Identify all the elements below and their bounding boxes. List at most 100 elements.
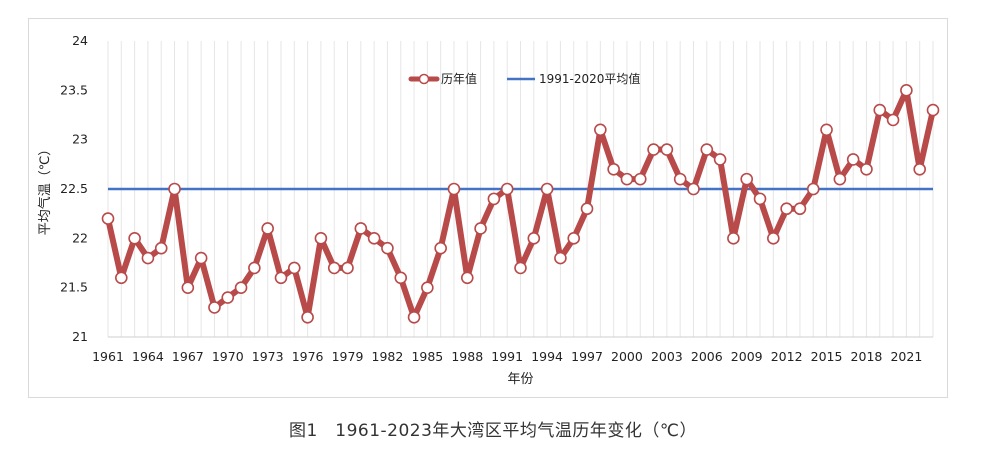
data-point — [633, 172, 647, 186]
data-point — [886, 113, 900, 127]
data-point — [487, 192, 501, 206]
y-tick-label: 21.5 — [60, 280, 88, 295]
x-tick-label: 2000 — [611, 349, 643, 364]
data-point — [567, 232, 581, 245]
x-tick-label: 2021 — [890, 349, 922, 364]
data-point — [594, 123, 607, 137]
data-point — [620, 172, 634, 186]
data-point — [527, 232, 541, 245]
data-point — [806, 182, 820, 196]
y-tick-label: 22.5 — [60, 181, 88, 196]
data-point — [367, 232, 381, 245]
x-tick-label: 1994 — [531, 349, 563, 364]
x-tick-label: 1967 — [172, 349, 204, 364]
data-point — [194, 251, 208, 265]
data-point — [820, 123, 833, 137]
legend-label-annual: 历年值 — [441, 71, 477, 86]
data-point — [913, 162, 926, 176]
data-point — [926, 103, 940, 117]
x-tick-label: 1997 — [571, 349, 603, 364]
y-tick-label: 23.5 — [60, 82, 88, 97]
y-tick-label: 22 — [72, 230, 88, 245]
figure-caption: 图1 1961-2023年大湾区平均气温历年变化（℃） — [288, 421, 698, 441]
data-point — [780, 202, 793, 216]
x-tick-label: 2003 — [651, 349, 683, 364]
data-point — [460, 271, 474, 285]
data-point — [354, 222, 368, 235]
legend-marker-annual — [418, 73, 430, 85]
data-point — [154, 241, 168, 255]
x-tick-label: 1961 — [92, 349, 124, 364]
data-point — [221, 291, 235, 304]
y-axis-title: 平均气温（℃） — [37, 143, 53, 236]
x-tick-label: 1988 — [451, 349, 483, 364]
data-point — [700, 143, 714, 156]
data-point — [394, 271, 408, 285]
data-point — [474, 222, 487, 235]
data-point — [434, 241, 447, 255]
x-tick-label: 1964 — [132, 349, 164, 364]
x-tick-label: 2012 — [771, 349, 803, 364]
data-point — [873, 103, 887, 117]
data-point — [421, 281, 434, 294]
chart-frame: 21 21.5 22 22.5 23 23.5 24 1961 1964 1967 1970 197… — [28, 18, 948, 398]
data-point — [128, 232, 141, 245]
x-tick-label: 1991 — [491, 349, 523, 364]
data-point — [101, 212, 115, 225]
y-tick-label: 21 — [72, 329, 88, 344]
data-point — [314, 232, 328, 245]
x-tick-label: 2018 — [851, 349, 883, 364]
data-point — [540, 182, 554, 196]
data-point — [687, 182, 700, 196]
data-point — [181, 281, 195, 294]
x-tick-label: 1979 — [332, 349, 364, 364]
x-tick-label: 1985 — [411, 349, 443, 364]
data-point — [846, 153, 860, 166]
data-point — [381, 241, 394, 255]
x-tick-label: 1970 — [212, 349, 244, 364]
data-point — [234, 281, 248, 294]
legend-label-baseline: 1991-2020平均值 — [539, 71, 640, 86]
data-point — [261, 222, 274, 235]
data-point — [673, 172, 687, 186]
data-point — [407, 310, 421, 324]
x-tick-label: 1982 — [372, 349, 404, 364]
data-point — [514, 261, 527, 275]
data-point — [554, 251, 567, 265]
data-point — [341, 261, 354, 275]
data-point — [115, 271, 128, 285]
data-point — [740, 172, 754, 186]
x-tick-label: 2006 — [691, 349, 723, 364]
legend: 历年值 1991-2020平均值 — [408, 71, 640, 86]
data-point — [287, 261, 301, 275]
data-point — [447, 182, 461, 196]
y-tick-label: 24 — [72, 33, 88, 48]
x-axis: 1961 1964 1967 1970 1973 1976 1979 1982 1985 1988… — [92, 336, 933, 364]
data-point — [727, 232, 740, 245]
data-point — [900, 84, 913, 97]
x-axis-title: 年份 — [507, 372, 533, 387]
x-tick-label: 2015 — [811, 349, 843, 364]
data-point — [580, 202, 594, 216]
data-point — [248, 261, 261, 275]
data-point — [607, 162, 620, 176]
data-point — [713, 153, 727, 166]
data-point — [793, 202, 807, 216]
temperature-chart: 21 21.5 22 22.5 23 23.5 24 1961 1964 1967 1970 197… — [37, 33, 940, 387]
y-tick-label: 23 — [72, 132, 88, 147]
data-point — [500, 182, 514, 196]
x-tick-label: 2009 — [731, 349, 763, 364]
y-axis: 21 21.5 22 22.5 23 23.5 24 — [60, 33, 88, 344]
x-tick-label: 1973 — [252, 349, 284, 364]
data-point — [767, 232, 780, 245]
data-point — [208, 301, 221, 314]
data-point — [327, 261, 341, 275]
data-point — [168, 182, 181, 196]
data-point — [753, 192, 767, 206]
series-layer — [101, 84, 940, 324]
data-point — [833, 172, 847, 186]
data-point — [660, 143, 674, 156]
data-point — [274, 271, 288, 285]
data-point — [141, 251, 155, 265]
data-point — [647, 143, 660, 156]
